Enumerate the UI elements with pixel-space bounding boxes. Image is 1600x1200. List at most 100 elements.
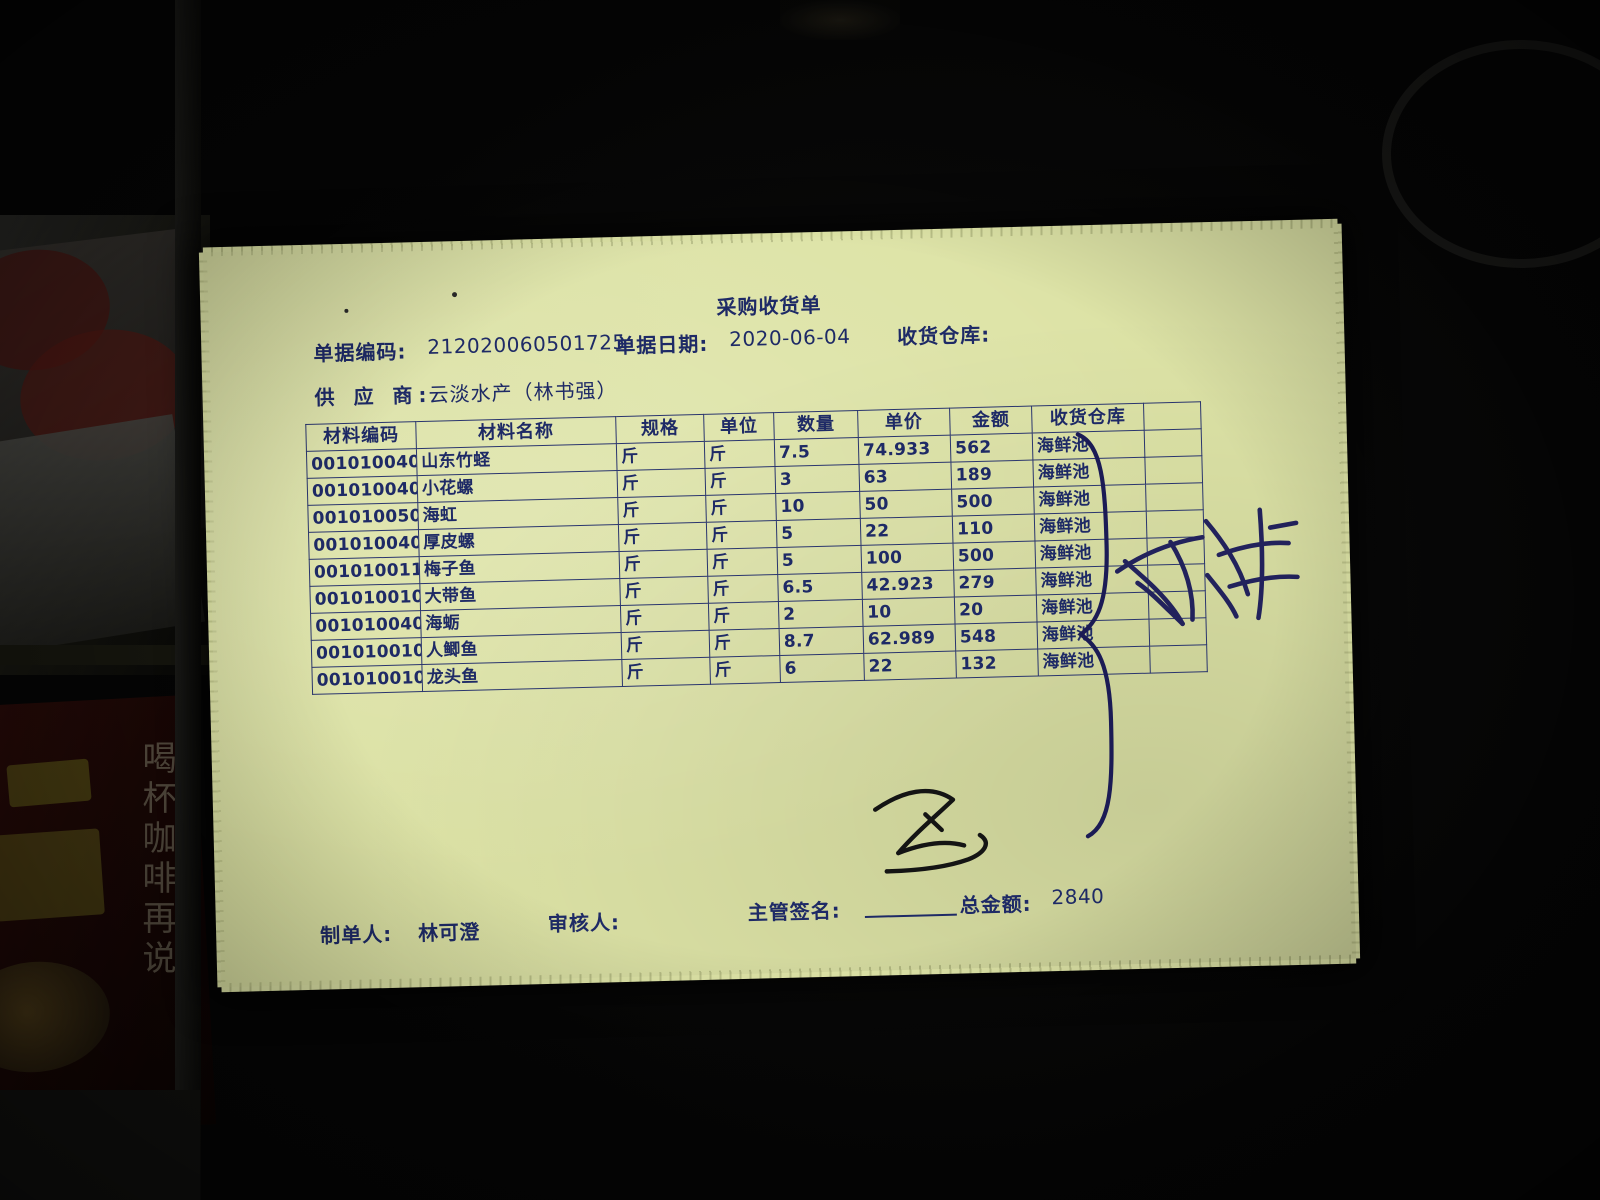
cell-unit: 斤: [705, 466, 776, 496]
cell-warehouse: 海鲜池: [1034, 511, 1147, 542]
cell-price: 100: [861, 543, 954, 573]
cell-price: 22: [863, 651, 957, 681]
cell-price: 74.933: [858, 435, 951, 465]
cell-code: 0010100402: [310, 610, 422, 641]
cell-warehouse: 海鲜池: [1033, 484, 1147, 515]
document-code-value: 212020060501725: [427, 329, 626, 359]
cell-price: 10: [862, 597, 956, 627]
col-header-price: 单价: [857, 408, 951, 438]
cell-unit: 斤: [707, 547, 778, 577]
cell-unit: 斤: [709, 655, 781, 685]
cell-warehouse: 海鲜池: [1037, 646, 1151, 676]
cell-unit: 斤: [705, 493, 777, 523]
cell-qty: 5: [776, 518, 862, 548]
manager-signature-line: [864, 913, 957, 918]
manager-label: 主管签名:: [747, 898, 842, 925]
cell-blank: [1144, 428, 1202, 458]
manager-signature: [872, 788, 988, 874]
cell-qty: 10: [775, 491, 861, 521]
cell-warehouse: 海鲜池: [1034, 538, 1148, 569]
cell-warehouse: 海鲜池: [1032, 457, 1146, 488]
document-date-value: 2020-06-04: [728, 324, 851, 352]
cell-price: 50: [859, 489, 953, 519]
col-header-unit: 单位: [703, 412, 775, 442]
background-bottom-left-block: [0, 1090, 200, 1200]
cell-blank: [1149, 644, 1208, 674]
cell-qty: 6: [779, 653, 865, 683]
cell-amount: 20: [954, 594, 1037, 625]
col-header-code: 材料编码: [305, 421, 417, 452]
cell-unit: 斤: [706, 520, 778, 550]
cell-warehouse: 海鲜池: [1035, 565, 1149, 595]
cell-blank: [1148, 617, 1207, 647]
checker-label: 审核人:: [547, 910, 621, 936]
cell-price: 62.989: [863, 624, 956, 654]
cell-amount: 110: [952, 514, 1035, 544]
col-header-amount: 金额: [949, 406, 1033, 436]
cell-amount: 189: [950, 460, 1034, 490]
cell-blank: [1147, 563, 1206, 593]
paper-speck-2: [451, 292, 458, 298]
cell-spec: 斤: [621, 630, 710, 660]
cell-amount: 562: [950, 433, 1033, 463]
cell-blank: [1144, 455, 1203, 485]
cell-warehouse: 海鲜池: [1036, 619, 1150, 649]
cell-spec: 斤: [619, 549, 708, 579]
cell-price: 22: [860, 516, 953, 546]
background-smudge: [780, 0, 900, 40]
cell-code: 0010100101: [309, 583, 421, 614]
cell-warehouse: 海鲜池: [1032, 430, 1145, 461]
cell-name: 龙头鱼: [421, 659, 623, 692]
cell-qty: 3: [774, 464, 860, 494]
cell-spec: 斤: [621, 657, 711, 687]
cell-blank: [1146, 509, 1204, 539]
maker-label: 制单人:: [319, 921, 393, 948]
receipt-document: 采购收货单 单据编码: 212020060501725 单据日期: 2020-0…: [203, 224, 1356, 987]
cell-code: 0010100109: [311, 664, 423, 695]
cell-qty: 5: [777, 545, 862, 575]
cell-price: 63: [858, 462, 952, 492]
col-header-spec: 规格: [615, 414, 705, 444]
cell-unit: 斤: [708, 601, 780, 631]
cell-amount: 500: [952, 541, 1036, 571]
background-vertical-divider: [175, 0, 201, 1200]
paper-speck-1: [344, 308, 349, 313]
cell-qty: 6.5: [777, 572, 863, 602]
cell-amount: 132: [955, 648, 1039, 679]
table-body: 0010100404 山东竹蛏斤斤 7.5 74.933 562 海鲜池 001010040…: [306, 428, 1208, 695]
total-amount-label: 总金额:: [959, 891, 1032, 918]
supplier-value: 云淡水产（林书强）: [428, 378, 618, 407]
total-amount-value: 2840: [1051, 883, 1105, 910]
cell-unit: 斤: [709, 628, 780, 658]
cell-blank: [1146, 536, 1205, 566]
cell-amount: 548: [955, 621, 1038, 652]
cell-code: 0010100404: [306, 448, 418, 479]
cell-spec: 斤: [617, 468, 706, 498]
document-title: 采购收货单: [716, 292, 822, 320]
cell-amount: 279: [953, 568, 1037, 598]
supplier-label: 供 应 商:: [314, 382, 433, 410]
cell-spec: 斤: [617, 495, 707, 525]
receipt-paper: 采购收货单 单据编码: 212020060501725 单据日期: 2020-0…: [198, 218, 1361, 993]
cell-qty: 2: [778, 599, 864, 629]
col-header-quantity: 数量: [773, 410, 859, 440]
cell-code: 0010100102: [311, 637, 422, 668]
cell-qty: 7.5: [774, 437, 859, 467]
document-warehouse-label: 收货仓库:: [896, 322, 991, 349]
cell-qty: 8.7: [779, 626, 864, 656]
cell-spec: 斤: [616, 441, 706, 471]
background-ad-label-top: [6, 758, 92, 808]
cell-code: 0010100110: [309, 556, 420, 587]
cell-amount: 500: [951, 487, 1035, 517]
cell-unit: 斤: [707, 574, 779, 604]
cell-spec: 斤: [620, 603, 710, 633]
document-date-label: 单据日期:: [615, 331, 709, 359]
cell-spec: 斤: [618, 522, 708, 552]
col-header-blank: [1143, 401, 1202, 431]
maker-value: 林可澄: [417, 919, 480, 946]
line-items-table: 材料编码 材料名称 规格 单位 数量 单价 金额 收货仓库 0010100404…: [305, 401, 1208, 695]
cell-blank: [1145, 482, 1204, 512]
document-code-label: 单据编码:: [313, 339, 407, 366]
cell-blank: [1148, 590, 1206, 620]
